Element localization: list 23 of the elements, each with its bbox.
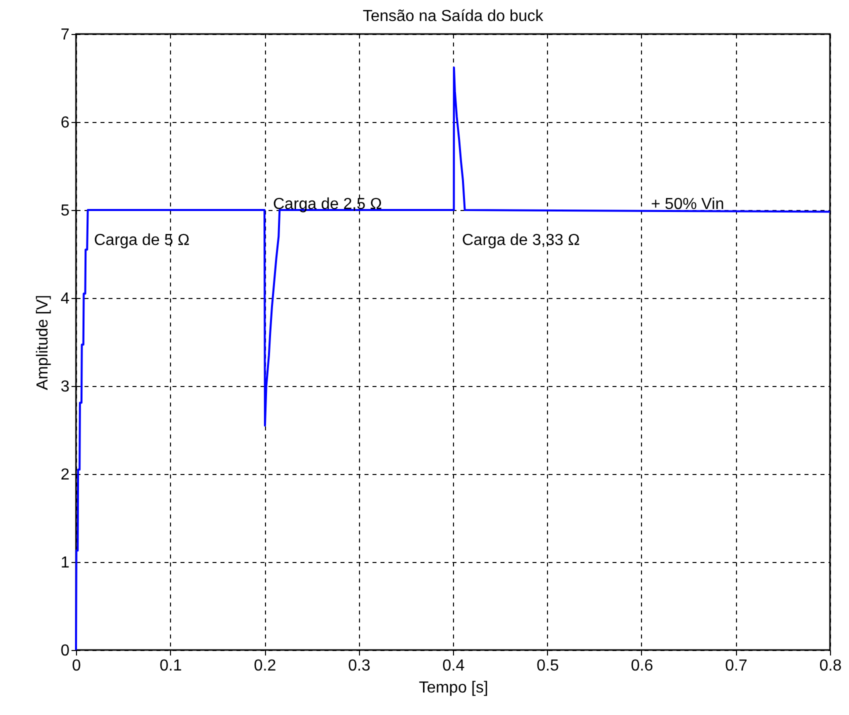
annotation: Carga de 3,33 Ω bbox=[462, 232, 580, 250]
y-axis-title: Amplitude [V] bbox=[34, 294, 52, 390]
x-tick-label: 0.6 bbox=[630, 658, 654, 674]
x-tick-label: 0.5 bbox=[536, 658, 559, 674]
x-tick-label: 0.3 bbox=[348, 658, 370, 674]
annotation: + 50% Vin bbox=[651, 196, 724, 214]
y-tick-label: 0 bbox=[60, 642, 70, 660]
x-axis-title: Tempo [s] bbox=[418, 680, 488, 696]
y-tick-label: 6 bbox=[60, 114, 70, 132]
x-tick-label: 0 bbox=[72, 658, 82, 674]
annotation: Carga de 2,5 Ω bbox=[273, 196, 382, 214]
y-tick-label: 7 bbox=[60, 26, 70, 44]
x-tick-label: 0.4 bbox=[442, 658, 465, 674]
x-tick-label: 0.1 bbox=[160, 658, 182, 674]
x-tick-label: 0.2 bbox=[254, 658, 276, 674]
x-tick-label: 0.8 bbox=[819, 658, 842, 674]
y-tick-label: 4 bbox=[60, 290, 70, 308]
y-tick-label: 2 bbox=[60, 466, 70, 484]
y-tick-label: 5 bbox=[60, 202, 70, 220]
x-tick-label: 0.7 bbox=[725, 658, 748, 674]
y-tick-label: 1 bbox=[60, 554, 70, 572]
y-tick-label: 3 bbox=[60, 378, 70, 396]
chart-title: Tensão na Saída do buck bbox=[362, 8, 544, 25]
